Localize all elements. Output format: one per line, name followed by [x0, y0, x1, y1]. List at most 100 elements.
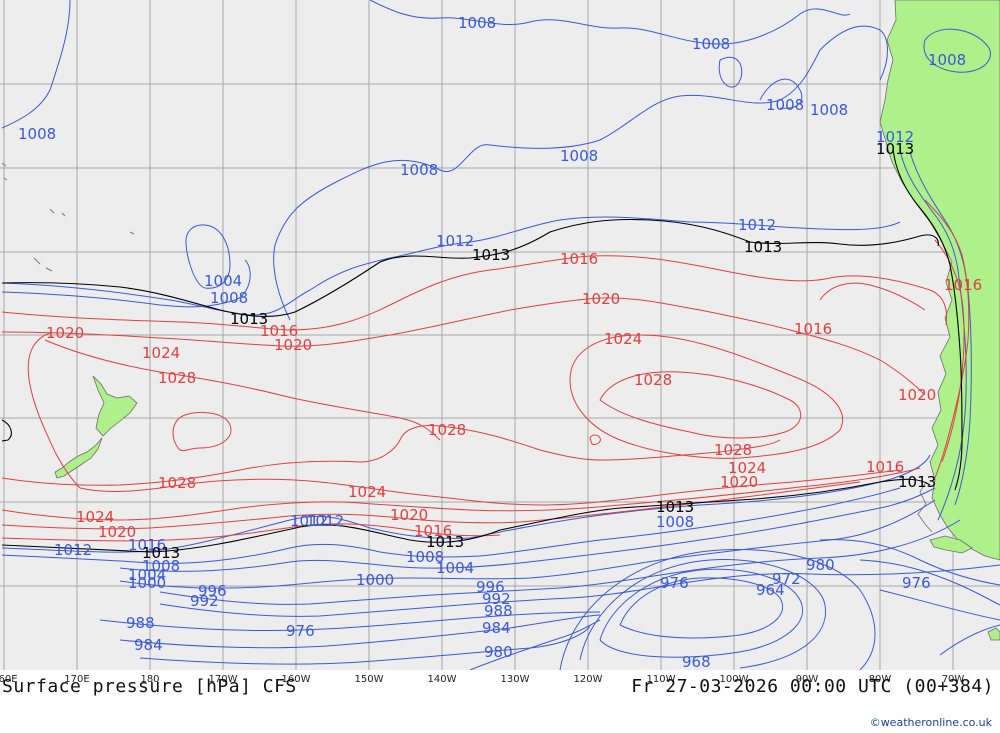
isobar-label: 1024: [728, 459, 766, 477]
isobar-label: 964: [756, 581, 785, 599]
isobar-label: 1024: [142, 344, 180, 362]
isobar-label: 996: [198, 582, 227, 600]
isobar-label: 1013: [230, 310, 268, 328]
chile-coast-islands: [917, 481, 933, 533]
isobar-label: 1024: [76, 508, 114, 526]
isobar-label: 1020: [898, 386, 936, 404]
map-canvas: 1016 1020 1024 1016 1020 1024 1028 1020 …: [0, 0, 1000, 670]
isobar-labels-red: 1016 1020 1024 1016 1020 1024 1028 1020 …: [46, 250, 982, 541]
isobar-label: 1008: [928, 51, 966, 69]
longitude-tick: 170E: [64, 674, 90, 685]
isobar-label: 1013: [426, 533, 464, 551]
isobar-label: 1028: [158, 474, 196, 492]
isobar-label: 984: [134, 636, 163, 654]
isobar-label: 1024: [604, 330, 642, 348]
isobar-label: 996: [476, 578, 505, 596]
isobar-label: 1008: [406, 548, 444, 566]
isobar-label: 1016: [944, 276, 982, 294]
north-island-land: [92, 375, 138, 437]
valid-time: Fr 27-03-2026 00:00 UTC (00+384): [631, 676, 994, 697]
isobar-label: 1012: [306, 512, 344, 530]
isobar-label: 1020: [582, 290, 620, 308]
isobar-label: 1016: [414, 522, 452, 540]
isobar-label: 1020: [98, 523, 136, 541]
longitude-tick: 170W: [208, 674, 238, 685]
isobar-label: 1016: [866, 458, 904, 476]
isobar-label: 984: [482, 619, 511, 637]
isobars-high: [1, 199, 970, 542]
isobar-label: 1008: [810, 101, 848, 119]
isobar-label: 1028: [634, 371, 672, 389]
isobar-label: 1013: [744, 238, 782, 256]
isobar-label: 1008: [692, 35, 730, 53]
isobar-label: 976: [286, 622, 315, 640]
isobar-label: 1008: [458, 14, 496, 32]
isobar-label: 1012: [876, 128, 914, 146]
longitude-tick: 120W: [573, 674, 603, 685]
isobar-label: 1016: [128, 536, 166, 554]
isobar-labels-black: 1013 1013 1013 1013 1013 1013 1013 1013: [142, 140, 936, 562]
isobar-label: 1004: [204, 272, 242, 290]
isobar-label: 1016: [794, 320, 832, 338]
isobar-label: 992: [190, 592, 219, 610]
isobar-label: 1013: [876, 140, 914, 158]
longitude-tick: 150W: [354, 674, 384, 685]
isobar-label: 1004: [436, 559, 474, 577]
longitude-tick: 80W: [868, 674, 892, 685]
isobars-low: [1, 0, 1000, 670]
isobar-label: 992: [482, 590, 511, 608]
isobar-label: 976: [660, 574, 689, 592]
isobar-label: 1008: [142, 557, 180, 575]
isobar-label: 1028: [714, 441, 752, 459]
isobar-label: 1000: [356, 571, 394, 589]
pressure-map: 1016 1020 1024 1016 1020 1024 1028 1020 …: [0, 0, 1000, 670]
longitude-tick: 90W: [795, 674, 819, 685]
isobar-label: 1000: [128, 574, 166, 592]
credit-link[interactable]: ©weatheronline.co.uk: [869, 716, 992, 729]
isobar-label: 1020: [46, 324, 84, 342]
isobar-label: 1013: [142, 544, 180, 562]
isobar-1013: [1, 147, 963, 553]
isobar-label: 972: [772, 570, 801, 588]
isobar-label: 988: [126, 614, 155, 632]
isobar-label: 1020: [390, 506, 428, 524]
isobar-label: 988: [484, 602, 513, 620]
isobar-label: 1028: [428, 421, 466, 439]
isobar-label: 1012: [436, 232, 474, 250]
longitude-tick: 60E: [0, 674, 18, 685]
isobar-labels-blue: 1008 1008 1008 1008 1008 1008 1008 1008 …: [18, 14, 966, 670]
small-islands: [1, 162, 135, 272]
longitude-tick: 110W: [646, 674, 676, 685]
isobar-label: 1028: [158, 369, 196, 387]
isobar-label: 968: [682, 653, 711, 670]
isobar-label: 1008: [18, 125, 56, 143]
isobar-label: 1020: [274, 336, 312, 354]
south-island-land: [54, 437, 103, 479]
isobar-label: 1013: [472, 246, 510, 264]
isobar-label: 1024: [348, 483, 386, 501]
longitude-tick: 140W: [427, 674, 457, 685]
isobar-label: 1008: [766, 96, 804, 114]
isobar-label: 1012: [738, 216, 776, 234]
isobar-label: 1008: [560, 147, 598, 165]
isobar-label: 1008: [210, 289, 248, 307]
longitude-axis: 60E 170E 180 170W 160W 150W 140W 130W 12…: [0, 670, 1000, 686]
longitude-tick: 160W: [281, 674, 311, 685]
longitude-tick: 180: [140, 674, 160, 685]
isobar-label: 1008: [656, 513, 694, 531]
isobar-label: 1008: [400, 161, 438, 179]
graticule: [0, 0, 1000, 670]
isobar-label: 1016: [260, 322, 298, 340]
isobar-label: 976: [902, 574, 931, 592]
isobar-label: 1020: [720, 473, 758, 491]
isobar-label: 1016: [560, 250, 598, 268]
isobar-label: 1013: [656, 498, 694, 516]
isobar-label: 980: [806, 556, 835, 574]
longitude-tick: 70W: [941, 674, 965, 685]
isobar-label: 1012: [54, 541, 92, 559]
isobar-label: 980: [484, 643, 513, 661]
isobar-label: 1012: [290, 512, 328, 530]
isobar-label: 1004: [128, 566, 166, 584]
longitude-tick: 130W: [500, 674, 530, 685]
map-title: Surface pressure [hPa] CFS: [2, 676, 297, 697]
